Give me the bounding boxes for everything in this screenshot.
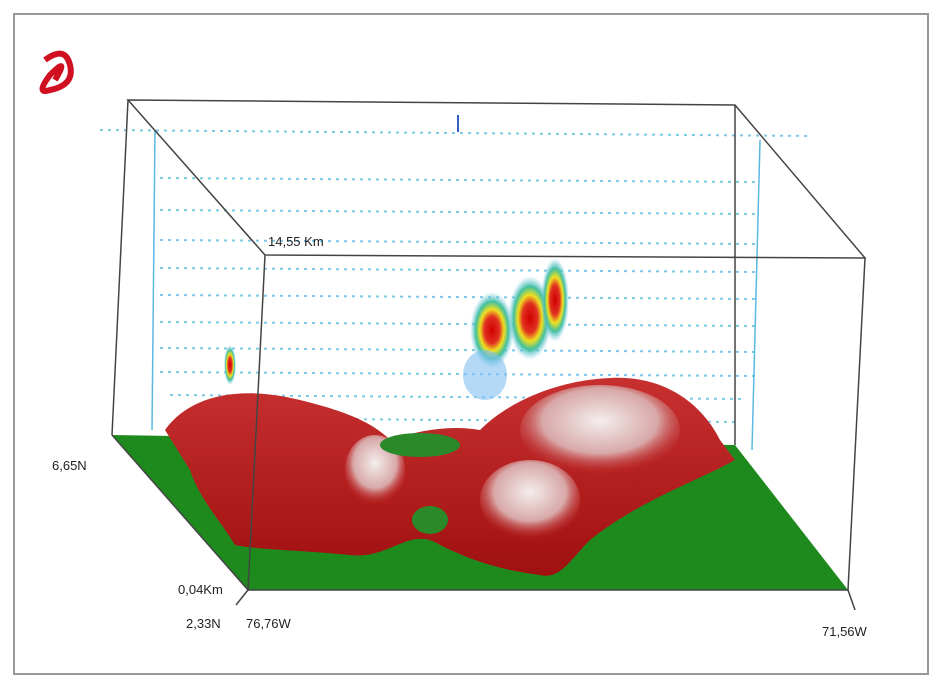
terrain-peak [480, 460, 580, 540]
storm-cell [463, 350, 507, 400]
terrain-peak [520, 385, 680, 475]
label: 14,55 Km [268, 234, 324, 249]
label: 0,04Km [178, 582, 223, 597]
storm-cell [224, 345, 236, 385]
label: 71,56W [822, 624, 868, 639]
storm-cell [541, 258, 569, 342]
label: 76,76W [246, 616, 292, 631]
figure: 14,55 Km 6,65N 0,04Km 2,33N 76,76W 71,56… [0, 0, 942, 686]
label: 2,33N [186, 616, 221, 631]
valley [380, 433, 460, 457]
label: 6,65N [52, 458, 87, 473]
valley [412, 506, 448, 534]
